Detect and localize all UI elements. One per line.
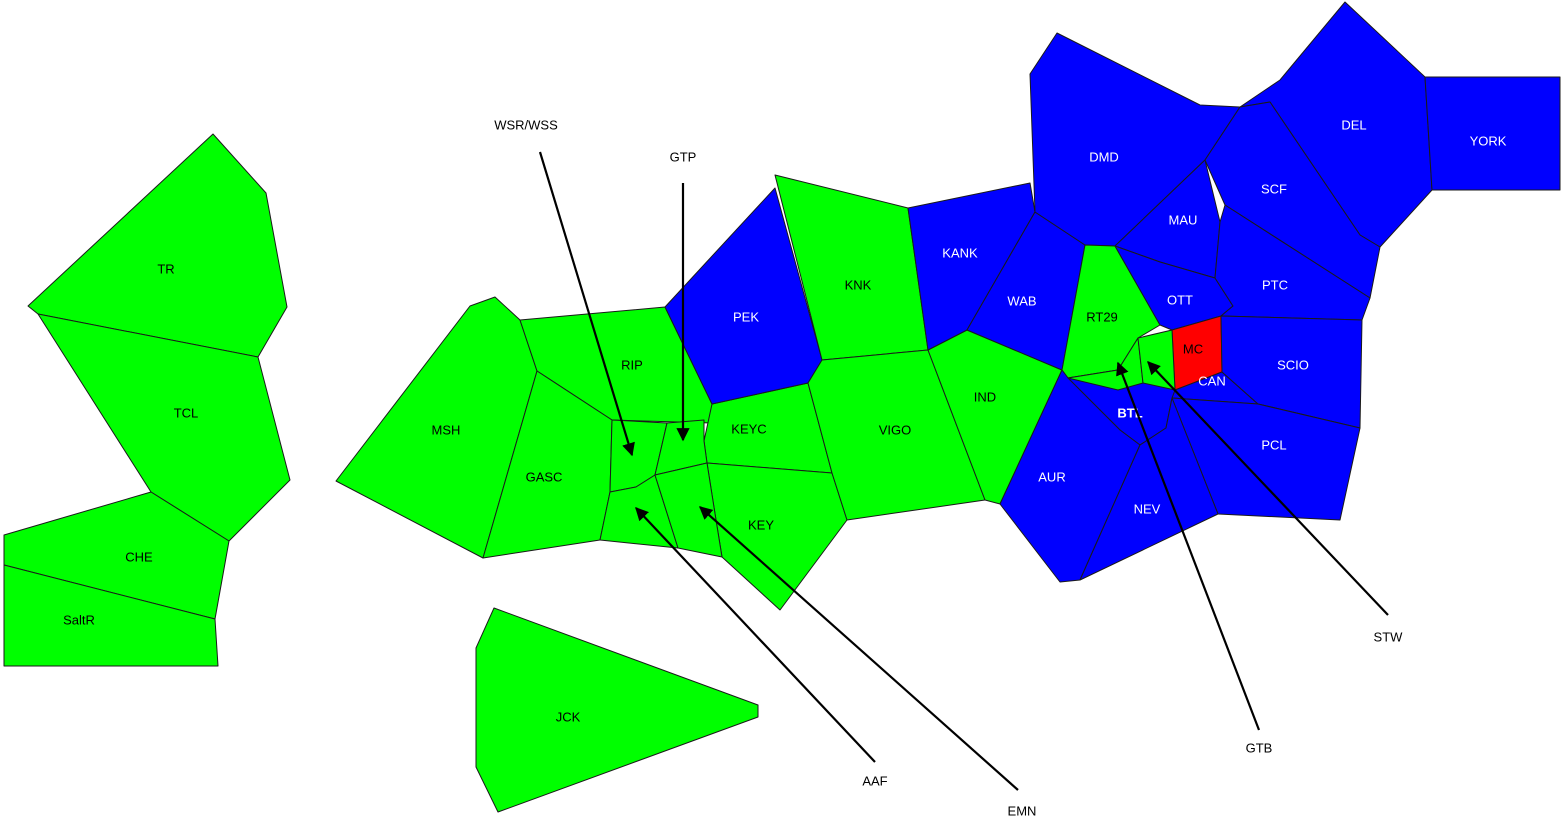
region-label-gasc: GASC (526, 469, 563, 484)
region-label-tr: TR (157, 261, 174, 276)
callout-arrow-aaf (635, 507, 876, 763)
callout-label-emn: EMN (1008, 803, 1037, 818)
region-label-tcl: TCL (174, 405, 199, 420)
region-label-wab: WAB (1007, 293, 1036, 308)
region-label-rip: RIP (621, 357, 643, 372)
region-label-che: CHE (125, 549, 153, 564)
region-label-aur: AUR (1038, 469, 1065, 484)
region-aur[interactable] (999, 369, 1141, 583)
region-label-msh: MSH (432, 422, 461, 437)
region-che[interactable] (3, 491, 230, 620)
region-label-scf: SCF (1261, 181, 1287, 196)
region-label-ind: IND (974, 389, 996, 404)
region-key[interactable] (706, 462, 848, 611)
callout-arrow-stw (1147, 361, 1389, 616)
region-label-saltr: SaltR (63, 612, 95, 627)
region-label-keyc: KEYC (731, 421, 766, 436)
callout-arrow-wsr (538, 151, 635, 457)
region-label-pek: PEK (733, 309, 759, 324)
region-label-rt29: RT29 (1086, 309, 1118, 324)
callout-label-wsr: WSR/WSS (494, 117, 558, 132)
region-label-can: CAN (1198, 373, 1225, 388)
region-nev[interactable] (1079, 397, 1219, 581)
callout-label-stw: STW (1374, 629, 1404, 644)
region-label-del: DEL (1341, 117, 1366, 132)
region-label-vigo: VIGO (879, 422, 912, 437)
region-label-key: KEY (748, 517, 774, 532)
region-label-york: YORK (1470, 133, 1507, 148)
region-label-dmd: DMD (1089, 149, 1119, 164)
region-gtp[interactable] (654, 419, 708, 476)
region-label-mc: MC (1183, 341, 1203, 356)
region-label-ott: OTT (1167, 292, 1193, 307)
region-saltr[interactable] (3, 564, 219, 667)
region-label-kank: KANK (942, 245, 978, 260)
labels-layer: TR TCL CHE SaltR MSH RIP GASC JCK KEYC KEY PEK KNK V… (63, 117, 1507, 724)
callout-arrow-emn (699, 506, 1019, 791)
region-label-pcl: PCL (1261, 437, 1286, 452)
callout-label-gtb: GTB (1246, 740, 1273, 755)
callout-label-gtp: GTP (670, 149, 697, 164)
region-label-mau: MAU (1169, 212, 1198, 227)
region-label-nev: NEV (1134, 501, 1161, 516)
region-label-ptc: PTC (1262, 277, 1288, 292)
region-emn[interactable] (654, 462, 723, 558)
regions-layer (3, 1, 1561, 813)
region-label-jck: JCK (556, 709, 581, 724)
region-stw[interactable] (1137, 329, 1176, 391)
callouts-layer: WSR/WSS GTP AAF EMN GTB STW (494, 117, 1403, 818)
region-tcl[interactable] (37, 313, 291, 542)
region-york[interactable] (1424, 76, 1561, 191)
callout-label-aaf: AAF (862, 773, 887, 788)
region-jck[interactable] (475, 607, 759, 813)
callout-arrow-gtb (1116, 361, 1261, 731)
region-label-scio: SCIO (1277, 357, 1309, 372)
region-label-knk: KNK (845, 277, 872, 292)
